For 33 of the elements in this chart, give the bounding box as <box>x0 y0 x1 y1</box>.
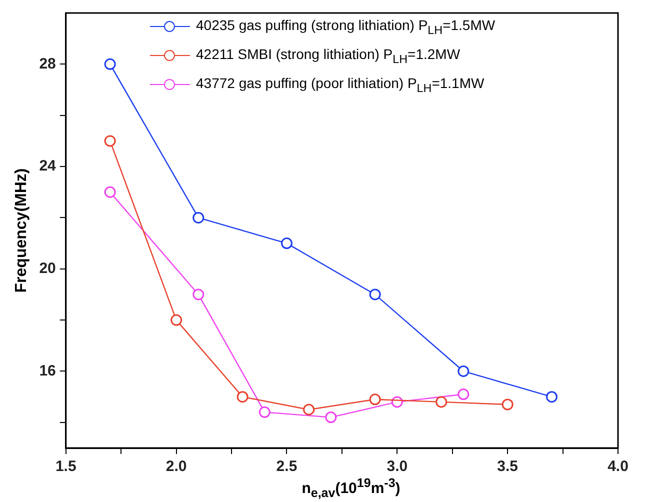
legend-label: 40235 gas puffing (strong lithiation) P$_{LH}$=1.5MW <box>196 16 496 36</box>
x-tick-label: 2.0 <box>166 458 187 476</box>
point <box>303 404 315 416</box>
y-axis-title: Frequency(MHz) <box>13 168 30 293</box>
point <box>325 412 337 424</box>
point <box>369 288 381 300</box>
point <box>369 394 381 406</box>
x-tick-label: 2.5 <box>276 458 298 476</box>
point <box>280 238 292 250</box>
point <box>236 391 248 403</box>
point <box>436 396 448 408</box>
x-tick-label: 3.5 <box>497 458 518 476</box>
point <box>170 314 182 326</box>
point <box>104 186 116 198</box>
point <box>546 391 558 403</box>
x-tick-label: 1.5 <box>55 458 76 476</box>
y-tick-label: 20 <box>39 260 56 278</box>
x-tick-label: 4.0 <box>608 458 628 476</box>
point <box>192 212 204 224</box>
y-tick-label: 16 <box>39 362 56 380</box>
y-tick-label: 28 <box>39 55 56 72</box>
legend-label: 42211 SMBI (strong lithiation) P$_{LH}$=1.2MW <box>196 46 460 66</box>
point <box>458 388 470 400</box>
x-axis-title: n$_{e,av}$(10$^{19}$m$^{-3}$) <box>300 476 402 500</box>
point <box>104 135 116 147</box>
legend-label: 43772 gas puffing (poor lithiation) P$_{LH}$=1.1MW <box>196 74 484 94</box>
point <box>458 365 470 377</box>
y-tick-label: 24 <box>39 158 57 175</box>
point <box>192 288 204 300</box>
point <box>104 58 116 70</box>
point <box>258 406 270 418</box>
x-tick-label: 3.0 <box>386 458 408 476</box>
point <box>502 398 514 410</box>
